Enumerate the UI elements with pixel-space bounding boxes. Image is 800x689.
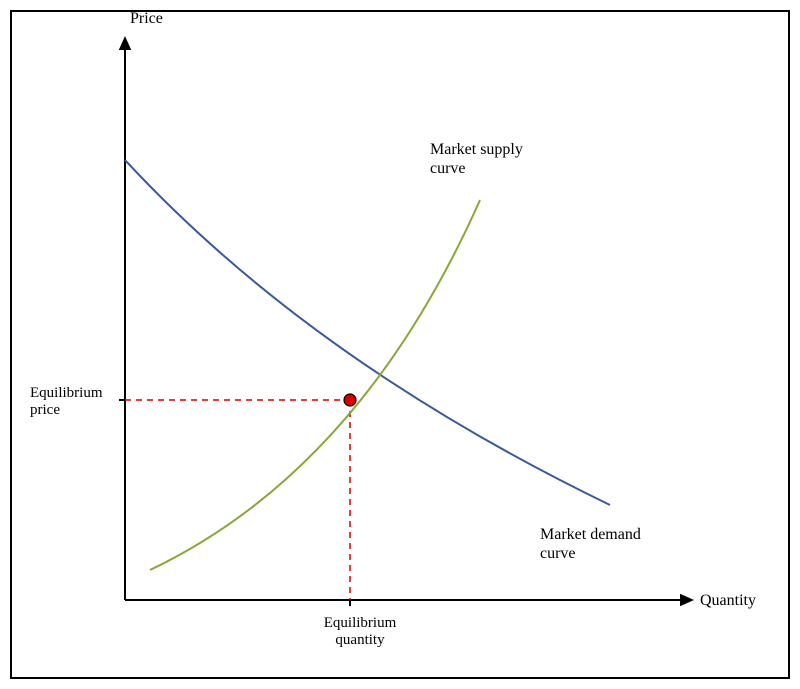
demand-label-line1: Market demand xyxy=(540,526,641,543)
demand-curve-label: Market demand curve xyxy=(540,525,641,563)
chart-svg xyxy=(0,0,800,689)
y-axis-label: Price xyxy=(130,10,163,28)
supply-label-line2: curve xyxy=(430,160,466,177)
x-axis-label: Quantity xyxy=(700,592,756,610)
equilibrium-price-label: Equilibrium price xyxy=(30,385,115,420)
eq-qty-line1: Equilibrium xyxy=(324,615,397,631)
eq-price-line2: price xyxy=(30,402,60,418)
eq-price-line1: Equilibrium xyxy=(30,385,103,401)
equilibrium-quantity-label: Equilibrium quantity xyxy=(315,615,405,650)
supply-curve-label: Market supply curve xyxy=(430,140,523,178)
demand-label-line2: curve xyxy=(540,545,576,562)
eq-qty-line2: quantity xyxy=(335,632,384,648)
supply-demand-chart: Price Quantity Market supply curve Marke… xyxy=(0,0,800,689)
supply-label-line1: Market supply xyxy=(430,141,523,158)
